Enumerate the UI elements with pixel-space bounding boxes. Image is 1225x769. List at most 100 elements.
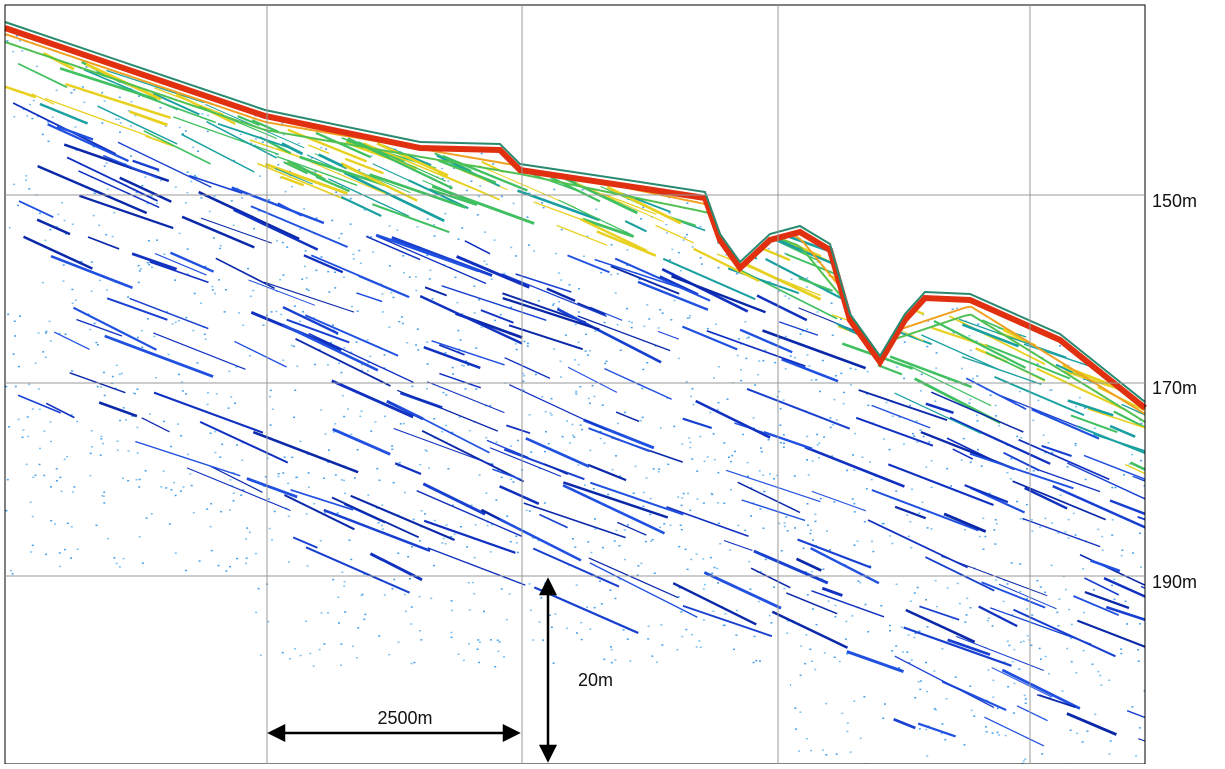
reflector (658, 468, 660, 470)
reflector (684, 757, 686, 759)
reflector (871, 479, 873, 481)
reflector (850, 368, 852, 370)
reflector (306, 547, 410, 592)
reflector (1088, 409, 1180, 439)
reflector (1046, 248, 1048, 250)
reflector (45, 692, 47, 694)
reflector (120, 122, 122, 124)
reflector (63, 280, 65, 282)
reflector (865, 219, 867, 221)
reflector (1049, 363, 1055, 367)
reflector (1104, 95, 1106, 97)
reflector (473, 166, 479, 167)
reflector (920, 680, 922, 682)
reflector (574, 55, 576, 57)
reflector (218, 565, 220, 567)
reflector (579, 386, 581, 388)
reflector (889, 535, 891, 537)
reflector (797, 559, 822, 571)
reflector (801, 138, 803, 140)
reflector (475, 79, 477, 81)
reflector (555, 253, 557, 255)
reflector (1045, 656, 1047, 658)
reflector (869, 323, 875, 330)
reflector (1040, 659, 1042, 661)
reflector (144, 176, 146, 178)
reflector (510, 669, 512, 671)
reflector (683, 208, 689, 209)
reflector (466, 190, 468, 192)
reflector (552, 47, 554, 49)
reflector (736, 610, 738, 612)
reflector (130, 112, 168, 125)
reflector (736, 273, 738, 275)
reflector (879, 77, 881, 79)
reflector (925, 466, 927, 468)
reflector (50, 340, 52, 342)
reflector (589, 403, 591, 405)
reflector (964, 744, 966, 746)
reflector (323, 71, 325, 73)
reflector (89, 329, 91, 331)
reflector (647, 200, 653, 201)
reflector (257, 99, 259, 101)
reflector (470, 181, 472, 183)
reflector (443, 153, 449, 154)
reflector (783, 443, 785, 445)
reflector (213, 756, 215, 758)
reflector (734, 451, 736, 453)
reflector (973, 716, 975, 718)
reflector (624, 412, 626, 414)
reflector (922, 502, 924, 504)
reflector (512, 720, 514, 722)
reflector (309, 653, 311, 655)
reflector (896, 67, 898, 69)
reflector (785, 516, 787, 518)
reflector (1043, 434, 1045, 436)
reflector (185, 103, 191, 105)
reflector (773, 587, 775, 589)
reflector (424, 521, 515, 553)
reflector (1106, 184, 1108, 186)
reflector (913, 436, 915, 438)
reflector (139, 270, 141, 272)
reflector (344, 581, 346, 583)
reflector (758, 96, 760, 98)
reflector (833, 227, 835, 229)
reflector (407, 155, 413, 156)
reflector (397, 734, 399, 736)
reflector (185, 393, 187, 395)
reflector (231, 200, 233, 202)
reflector (101, 67, 107, 69)
reflector (831, 303, 833, 305)
reflector (1011, 562, 1013, 564)
reflector (964, 621, 966, 623)
reflector (825, 754, 827, 756)
reflector (1098, 176, 1100, 178)
reflector (174, 279, 176, 281)
reflector (251, 125, 257, 127)
reflector (645, 541, 647, 543)
reflector (884, 703, 886, 705)
reflector (977, 324, 979, 326)
reflector (401, 136, 403, 138)
reflector (342, 395, 344, 397)
reflector (1013, 481, 1106, 519)
reflector (916, 420, 918, 422)
reflector (365, 147, 371, 148)
reflector (821, 44, 823, 46)
reflector (389, 671, 391, 673)
reflector (253, 432, 358, 472)
reflector (1113, 373, 1115, 375)
reflector (156, 239, 158, 241)
reflector (59, 552, 61, 554)
reflector (593, 488, 595, 490)
reflector (1131, 706, 1133, 708)
reflector (11, 44, 17, 46)
reflector (420, 639, 422, 641)
reflector (1119, 370, 1121, 372)
reflector (696, 401, 770, 438)
reflector (7, 479, 9, 481)
reflector (45, 357, 47, 359)
reflector (985, 137, 987, 139)
